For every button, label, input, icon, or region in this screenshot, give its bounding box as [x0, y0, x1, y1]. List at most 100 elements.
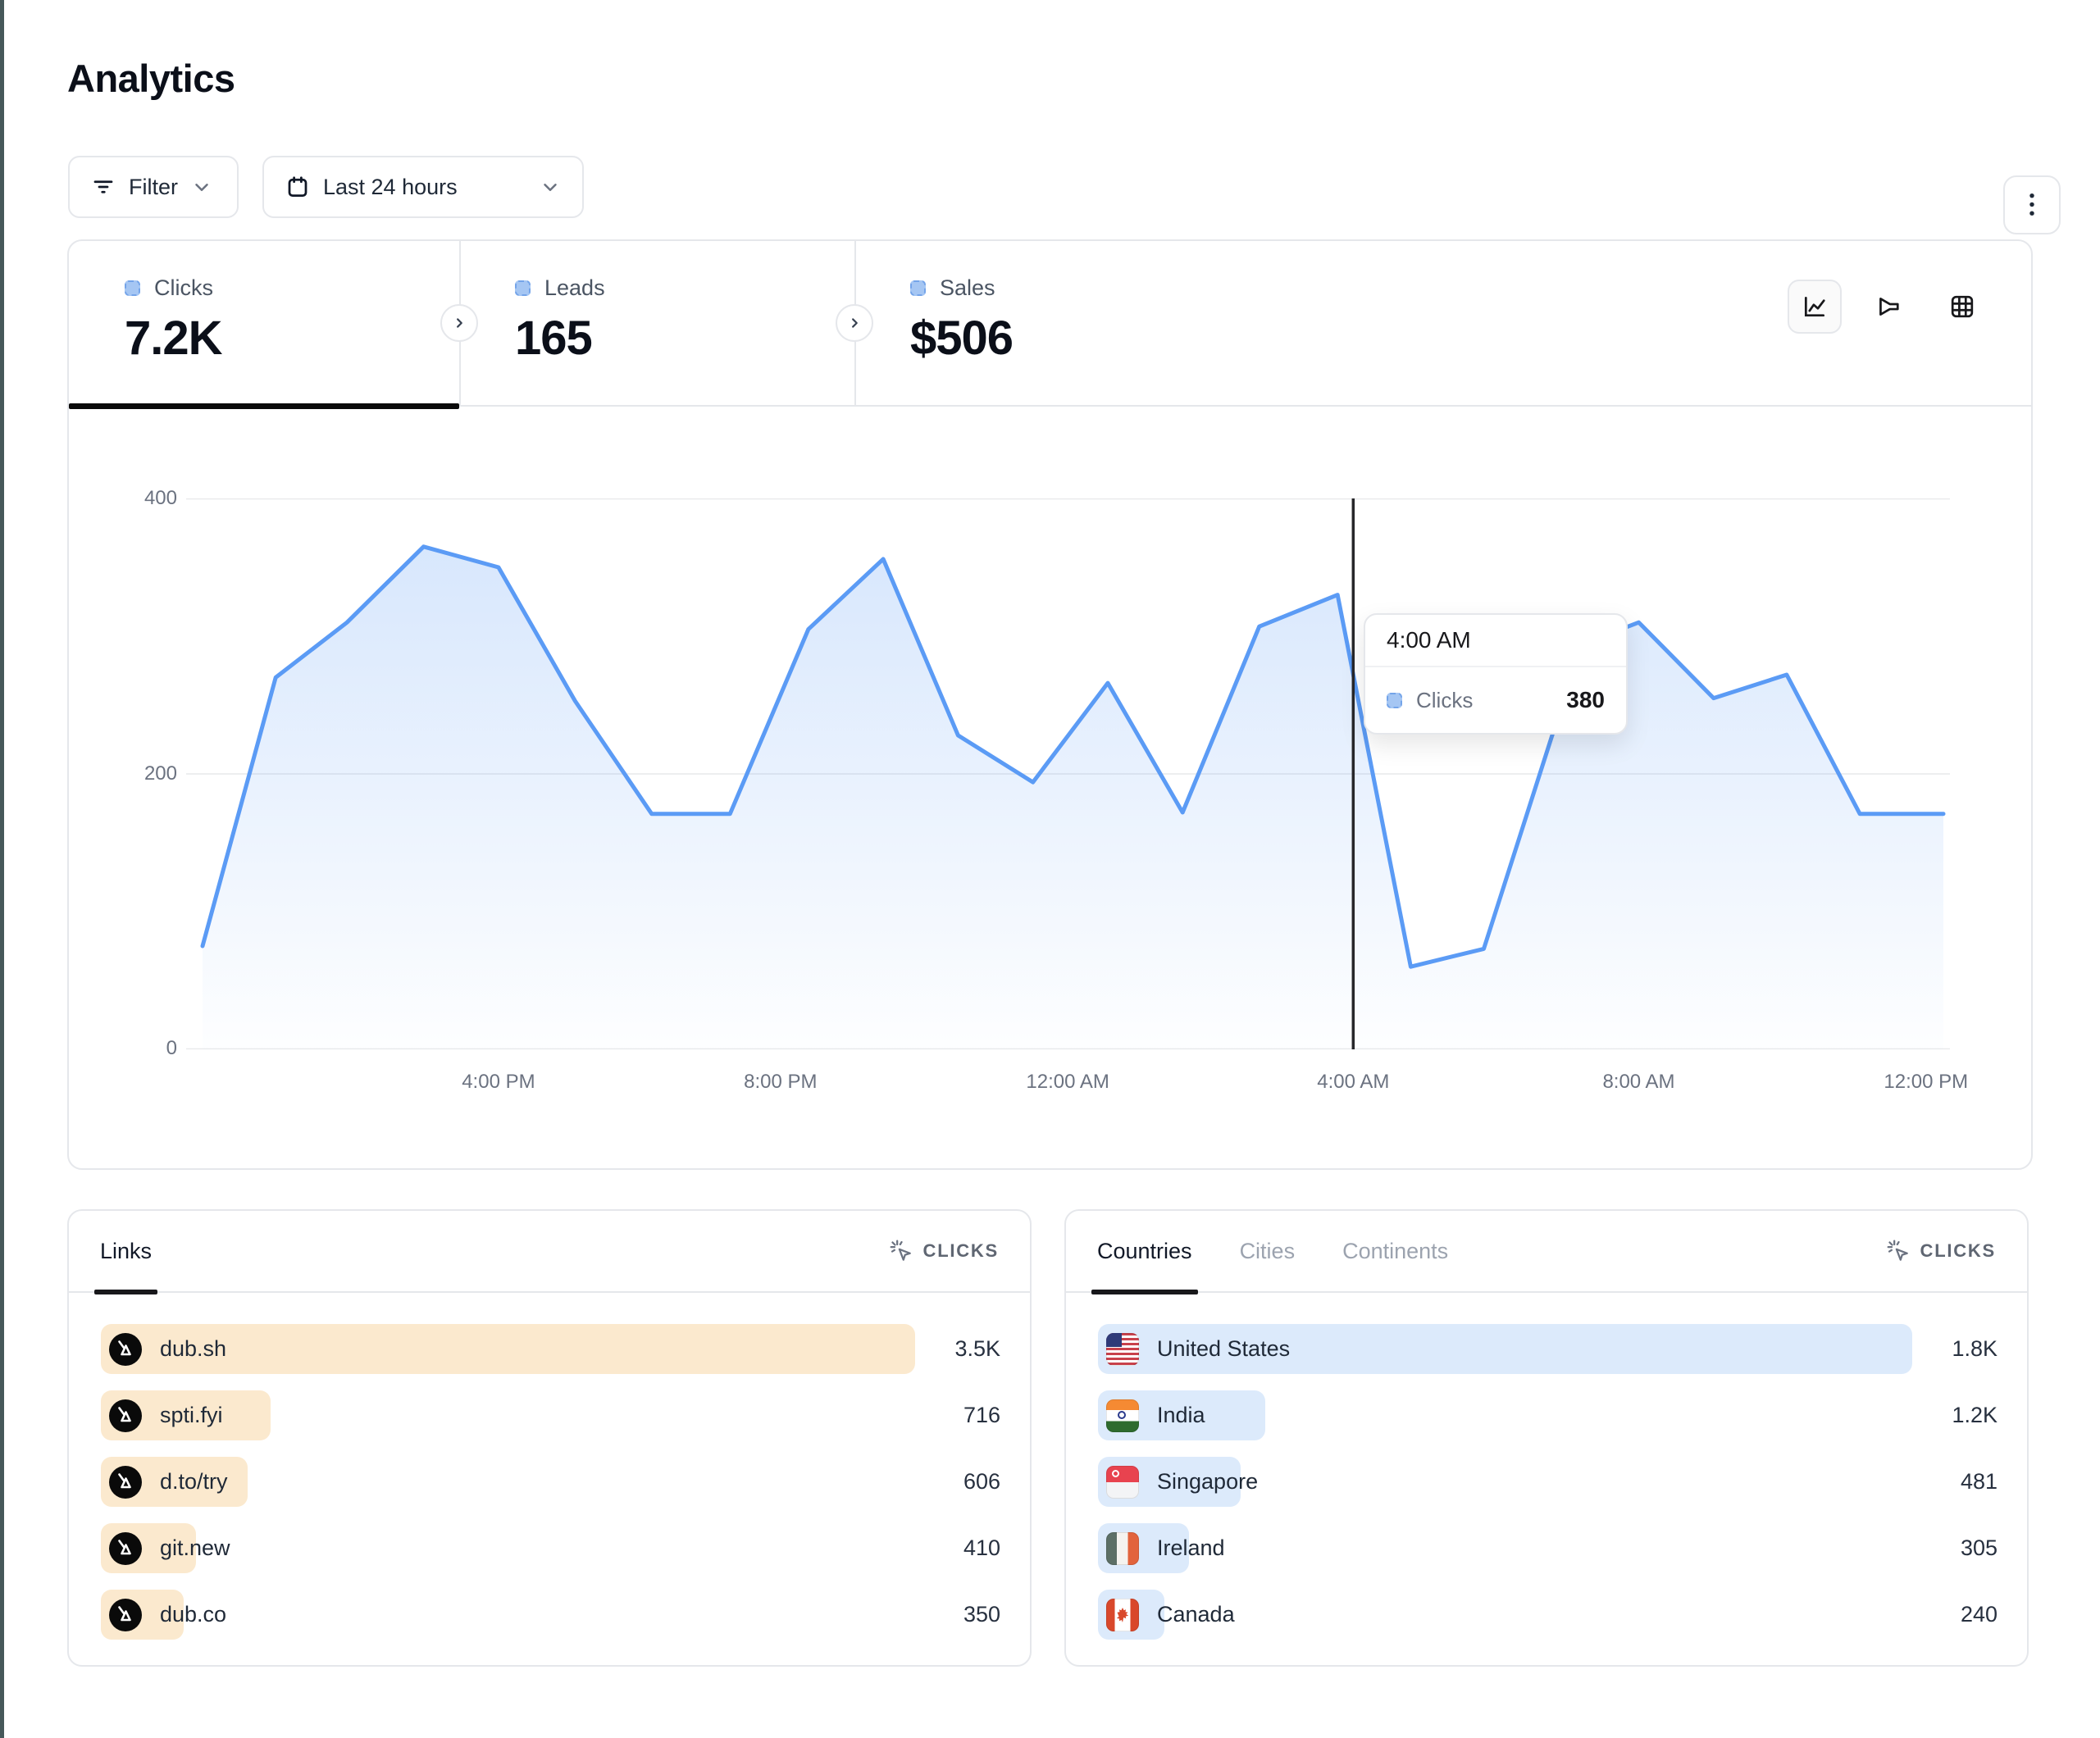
- item-label: d.to/try: [160, 1469, 228, 1494]
- stats-tab-strip: Clicks 7.2K Leads 165 Sales $506: [69, 241, 2031, 409]
- x-axis-labels: 4:00 PM 8:00 PM 12:00 AM 4:00 AM 8:00 AM 12:0…: [186, 1071, 1968, 1100]
- stat-value: 7.2K: [125, 312, 223, 365]
- list-item[interactable]: United States 1.8K: [1098, 1324, 1998, 1374]
- filter-button[interactable]: Filter: [68, 156, 239, 218]
- list-item[interactable]: spti.fyi 716: [101, 1390, 1000, 1440]
- list-item[interactable]: dub.co 350: [101, 1590, 1000, 1640]
- date-range-button[interactable]: Last 24 hours: [262, 156, 584, 218]
- tooltip-series-label: Clicks: [1416, 687, 1474, 712]
- item-value: 606: [963, 1469, 1000, 1494]
- tab-links[interactable]: Links: [94, 1210, 158, 1294]
- table-view-icon[interactable]: [1935, 280, 1989, 334]
- filter-icon: [91, 175, 116, 199]
- item-label: git.new: [160, 1536, 230, 1560]
- dub-logo-icon: [109, 1598, 142, 1631]
- list-item[interactable]: Ireland 305: [1098, 1523, 1998, 1573]
- list-item[interactable]: dub.sh 3.5K: [101, 1324, 1000, 1374]
- list-item[interactable]: Canada 240: [1098, 1590, 1998, 1640]
- dub-logo-icon: [109, 1332, 142, 1366]
- dub-logo-icon: [109, 1531, 142, 1565]
- item-label: spti.fyi: [160, 1403, 223, 1427]
- tooltip-time: 4:00 AM: [1365, 615, 1626, 667]
- value-bar: [1098, 1324, 1912, 1374]
- window-edge: [0, 0, 4, 1738]
- sales-series-marker-icon: [910, 280, 926, 296]
- list-item[interactable]: India 1.2K: [1098, 1390, 1998, 1440]
- list-item[interactable]: git.new 410: [101, 1523, 1000, 1573]
- item-label: dub.co: [160, 1602, 227, 1627]
- x-tick-label: 12:00 AM: [1026, 1071, 1109, 1093]
- tab-leads[interactable]: Leads 165: [459, 241, 854, 407]
- tab-continents[interactable]: Continents: [1342, 1210, 1448, 1292]
- item-label: Ireland: [1157, 1536, 1225, 1560]
- item-label: United States: [1157, 1336, 1291, 1361]
- list-item[interactable]: Singapore 481: [1098, 1457, 1998, 1507]
- value-bar: [101, 1324, 915, 1374]
- cursor-click-icon: [889, 1239, 913, 1263]
- expand-stat-chevron-button[interactable]: [836, 304, 873, 342]
- leads-series-marker-icon: [515, 280, 531, 296]
- stat-value: 165: [515, 312, 593, 365]
- clicks-area-chart[interactable]: [186, 498, 1950, 1049]
- tab-label: Links: [100, 1238, 153, 1263]
- analytics-card: Clicks 7.2K Leads 165 Sales $506: [67, 239, 2033, 1170]
- tab-sales[interactable]: Sales $506: [854, 241, 1314, 407]
- us-flag-icon: [1106, 1332, 1139, 1366]
- tab-cities[interactable]: Cities: [1240, 1210, 1296, 1292]
- chevron-down-icon: [540, 176, 561, 198]
- expand-stat-chevron-button[interactable]: [440, 304, 478, 342]
- bar-track: [1098, 1324, 1912, 1374]
- item-value: 305: [1960, 1536, 1998, 1560]
- tab-label: Cities: [1239, 1238, 1296, 1263]
- item-value: 481: [1960, 1469, 1998, 1494]
- tab-countries[interactable]: Countries: [1091, 1210, 1198, 1294]
- item-label: India: [1157, 1403, 1205, 1427]
- item-value: 716: [963, 1403, 1000, 1427]
- active-tab-underline: [69, 403, 459, 409]
- canada-flag-icon: [1106, 1598, 1139, 1631]
- item-value: 1.2K: [1952, 1403, 1998, 1427]
- y-tick-label: 0: [166, 1037, 177, 1059]
- metric-toggle-clicks[interactable]: CLICKS: [889, 1239, 999, 1263]
- clicks-series-marker-icon: [1387, 692, 1402, 708]
- tab-label: Continents: [1342, 1238, 1449, 1263]
- y-tick-label: 400: [143, 487, 177, 509]
- cursor-click-icon: [1886, 1239, 1911, 1263]
- clicks-series-marker-icon: [125, 280, 140, 296]
- tooltip-value: 380: [1566, 687, 1605, 712]
- metric-label: CLICKS: [1920, 1240, 1996, 1261]
- list-item[interactable]: d.to/try 606: [101, 1457, 1000, 1507]
- line-chart-icon[interactable]: [1788, 280, 1842, 334]
- more-menu-button[interactable]: [2003, 175, 2061, 234]
- dub-logo-icon: [109, 1465, 142, 1499]
- metric-toggle-clicks[interactable]: CLICKS: [1886, 1239, 1996, 1263]
- funnel-chart-icon[interactable]: [1861, 280, 1916, 334]
- calendar-icon: [285, 175, 310, 199]
- countries-panel: Countries Cities Continents CLICKS Unite…: [1064, 1209, 2029, 1667]
- item-label: Singapore: [1157, 1469, 1259, 1494]
- stat-label: Clicks: [154, 275, 213, 300]
- x-tick-label: 4:00 AM: [1317, 1071, 1390, 1093]
- stat-label: Sales: [940, 275, 995, 300]
- chart-tooltip: 4:00 AM Clicks 380: [1364, 613, 1628, 735]
- page-title: Analytics: [67, 57, 235, 100]
- item-value: 240: [1960, 1602, 1998, 1627]
- active-tab-underline: [1091, 1290, 1198, 1294]
- bar-track: [1098, 1390, 1912, 1440]
- tab-clicks[interactable]: Clicks 7.2K: [69, 241, 459, 407]
- tab-label: Countries: [1097, 1238, 1192, 1263]
- clicks-line: [200, 544, 1946, 969]
- item-value: 1.8K: [1952, 1336, 1998, 1361]
- bar-track: [101, 1390, 915, 1440]
- x-tick-label: 8:00 AM: [1602, 1071, 1675, 1093]
- x-tick-label: 12:00 PM: [1884, 1071, 1969, 1093]
- item-value: 350: [963, 1602, 1000, 1627]
- y-tick-label: 200: [143, 762, 177, 785]
- item-label: dub.sh: [160, 1336, 227, 1361]
- kebab-menu-icon: [2020, 191, 2044, 219]
- area-fill: [203, 546, 1943, 1049]
- metric-label: CLICKS: [922, 1240, 999, 1261]
- item-value: 410: [963, 1536, 1000, 1560]
- india-flag-icon: [1106, 1399, 1139, 1432]
